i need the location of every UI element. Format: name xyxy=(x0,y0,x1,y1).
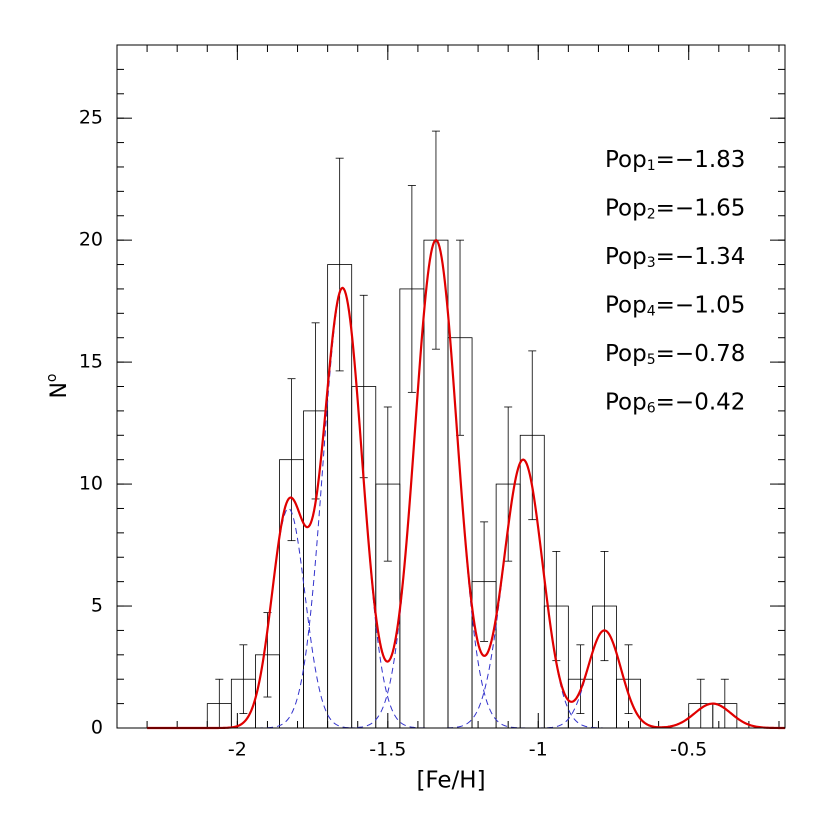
error-bar xyxy=(600,550,609,662)
y-tick-label: 25 xyxy=(79,107,103,129)
annotation-value: =−1.83 xyxy=(656,147,746,173)
annotation-sub: 2 xyxy=(647,207,656,223)
y-tick-label: 5 xyxy=(91,595,103,617)
y-axis-label-main: N xyxy=(47,382,72,398)
error-bar xyxy=(287,378,296,542)
annotation-base: Pop xyxy=(605,292,647,318)
annotation-sub: 6 xyxy=(647,401,656,417)
error-bar xyxy=(239,644,248,715)
error-bar xyxy=(576,644,585,715)
annotation-base: Pop xyxy=(605,147,647,173)
annotation-value: =−1.34 xyxy=(656,244,746,270)
annotation: Pop3=−1.34 xyxy=(605,244,745,272)
annotation: Pop5=−0.78 xyxy=(605,341,745,369)
annotation: Pop1=−1.83 xyxy=(605,147,745,175)
y-axis-label: No xyxy=(44,373,72,398)
annotation-sub: 4 xyxy=(647,304,656,320)
plot-frame xyxy=(116,44,786,729)
annotation-base: Pop xyxy=(605,389,647,415)
annotation-base: Pop xyxy=(605,195,647,221)
y-axis-label-sup: o xyxy=(44,373,60,382)
x-tick-label: -2 xyxy=(228,739,247,761)
annotation-value: =−0.42 xyxy=(656,389,746,415)
error-bar xyxy=(480,521,489,642)
annotation: Pop2=−1.65 xyxy=(605,195,745,223)
annotation-sub: 3 xyxy=(647,255,656,271)
annotation: Pop6=−0.42 xyxy=(605,389,745,417)
annotation-value: =−1.65 xyxy=(656,195,746,221)
error-bar xyxy=(383,406,392,562)
component-curve xyxy=(147,459,785,729)
x-tick-label: -1.5 xyxy=(369,739,406,761)
fit-curve xyxy=(147,238,785,730)
x-axis-label: [Fe/H] xyxy=(416,768,485,794)
annotation-sub: 1 xyxy=(647,158,656,174)
annotation-base: Pop xyxy=(605,341,647,367)
error-bar xyxy=(624,644,633,715)
annotation-value: =−0.78 xyxy=(656,341,746,367)
y-tick-label: 15 xyxy=(79,351,103,373)
x-tick-label: -1 xyxy=(529,739,548,761)
y-tick-label: 0 xyxy=(91,717,103,739)
annotation: Pop4=−1.05 xyxy=(605,292,745,320)
annotation-sub: 5 xyxy=(647,352,656,368)
annotation-value: =−1.05 xyxy=(656,292,746,318)
annotation-base: Pop xyxy=(605,244,647,270)
y-tick-label: 10 xyxy=(79,473,103,495)
y-tick-label: 20 xyxy=(79,229,103,251)
error-bar xyxy=(335,157,344,372)
x-tick-label: -0.5 xyxy=(670,739,707,761)
error-bar xyxy=(407,185,416,393)
